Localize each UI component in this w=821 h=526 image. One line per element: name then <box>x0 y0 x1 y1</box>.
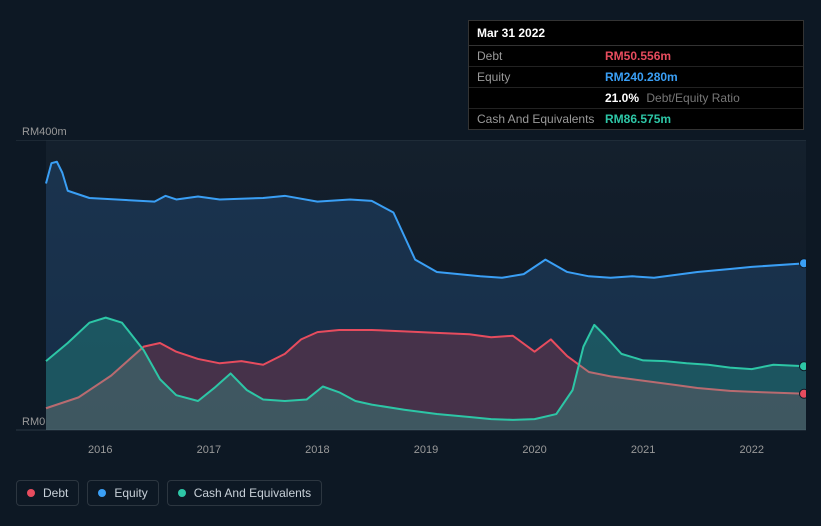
tooltip-label: Cash And Equivalents <box>477 112 605 126</box>
chart-area[interactable] <box>16 140 806 440</box>
tooltip-value: RM50.556m <box>605 49 671 63</box>
tooltip-value: RM86.575m <box>605 112 671 126</box>
tooltip-row: Cash And EquivalentsRM86.575m <box>469 109 803 129</box>
tooltip-date: Mar 31 2022 <box>469 21 803 46</box>
tooltip-value: 21.0% Debt/Equity Ratio <box>605 91 740 105</box>
x-axis-label: 2018 <box>305 444 329 456</box>
legend-dot-icon <box>27 489 35 497</box>
tooltip-row: DebtRM50.556m <box>469 46 803 67</box>
end-dot-debt[interactable] <box>800 389 807 398</box>
legend-dot-icon <box>178 489 186 497</box>
legend-item-cash-and-equivalents[interactable]: Cash And Equivalents <box>167 480 322 506</box>
tooltip-row: 21.0% Debt/Equity Ratio <box>469 88 803 109</box>
end-dot-cash-and-equivalents[interactable] <box>800 362 807 371</box>
x-axis-label: 2022 <box>739 444 763 456</box>
legend-item-equity[interactable]: Equity <box>87 480 158 506</box>
tooltip-secondary: Debt/Equity Ratio <box>643 91 740 105</box>
legend-label: Equity <box>114 486 147 500</box>
x-axis-label: 2019 <box>414 444 438 456</box>
tooltip-label: Equity <box>477 70 605 84</box>
tooltip-label <box>477 91 605 105</box>
y-axis-label: RM400m <box>22 126 67 138</box>
x-axis-label: 2017 <box>197 444 221 456</box>
end-dot-equity[interactable] <box>800 259 807 268</box>
x-axis: 2016 2017 2018 2019 2020 2021 2022 <box>16 444 806 460</box>
tooltip: Mar 31 2022 DebtRM50.556mEquityRM240.280… <box>468 20 804 130</box>
chart-svg <box>16 140 806 440</box>
legend-label: Debt <box>43 486 68 500</box>
x-axis-label: 2021 <box>631 444 655 456</box>
tooltip-value: RM240.280m <box>605 70 678 84</box>
legend-item-debt[interactable]: Debt <box>16 480 79 506</box>
legend-label: Cash And Equivalents <box>194 486 311 500</box>
tooltip-row: EquityRM240.280m <box>469 67 803 88</box>
x-axis-label: 2016 <box>88 444 112 456</box>
tooltip-label: Debt <box>477 49 605 63</box>
x-axis-label: 2020 <box>522 444 546 456</box>
legend: Debt Equity Cash And Equivalents <box>16 480 322 506</box>
legend-dot-icon <box>98 489 106 497</box>
